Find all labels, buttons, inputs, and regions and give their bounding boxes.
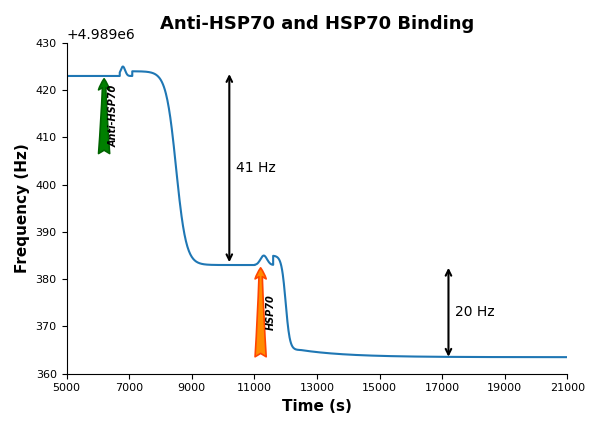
Text: HSP70: HSP70	[265, 294, 275, 330]
X-axis label: Time (s): Time (s)	[282, 399, 352, 414]
Text: 41 Hz: 41 Hz	[236, 161, 275, 175]
Title: Anti-HSP70 and HSP70 Binding: Anti-HSP70 and HSP70 Binding	[160, 15, 474, 33]
Y-axis label: Frequency (Hz): Frequency (Hz)	[15, 143, 30, 273]
Text: 20 Hz: 20 Hz	[455, 305, 494, 319]
Text: Anti-HSP70: Anti-HSP70	[109, 85, 119, 147]
